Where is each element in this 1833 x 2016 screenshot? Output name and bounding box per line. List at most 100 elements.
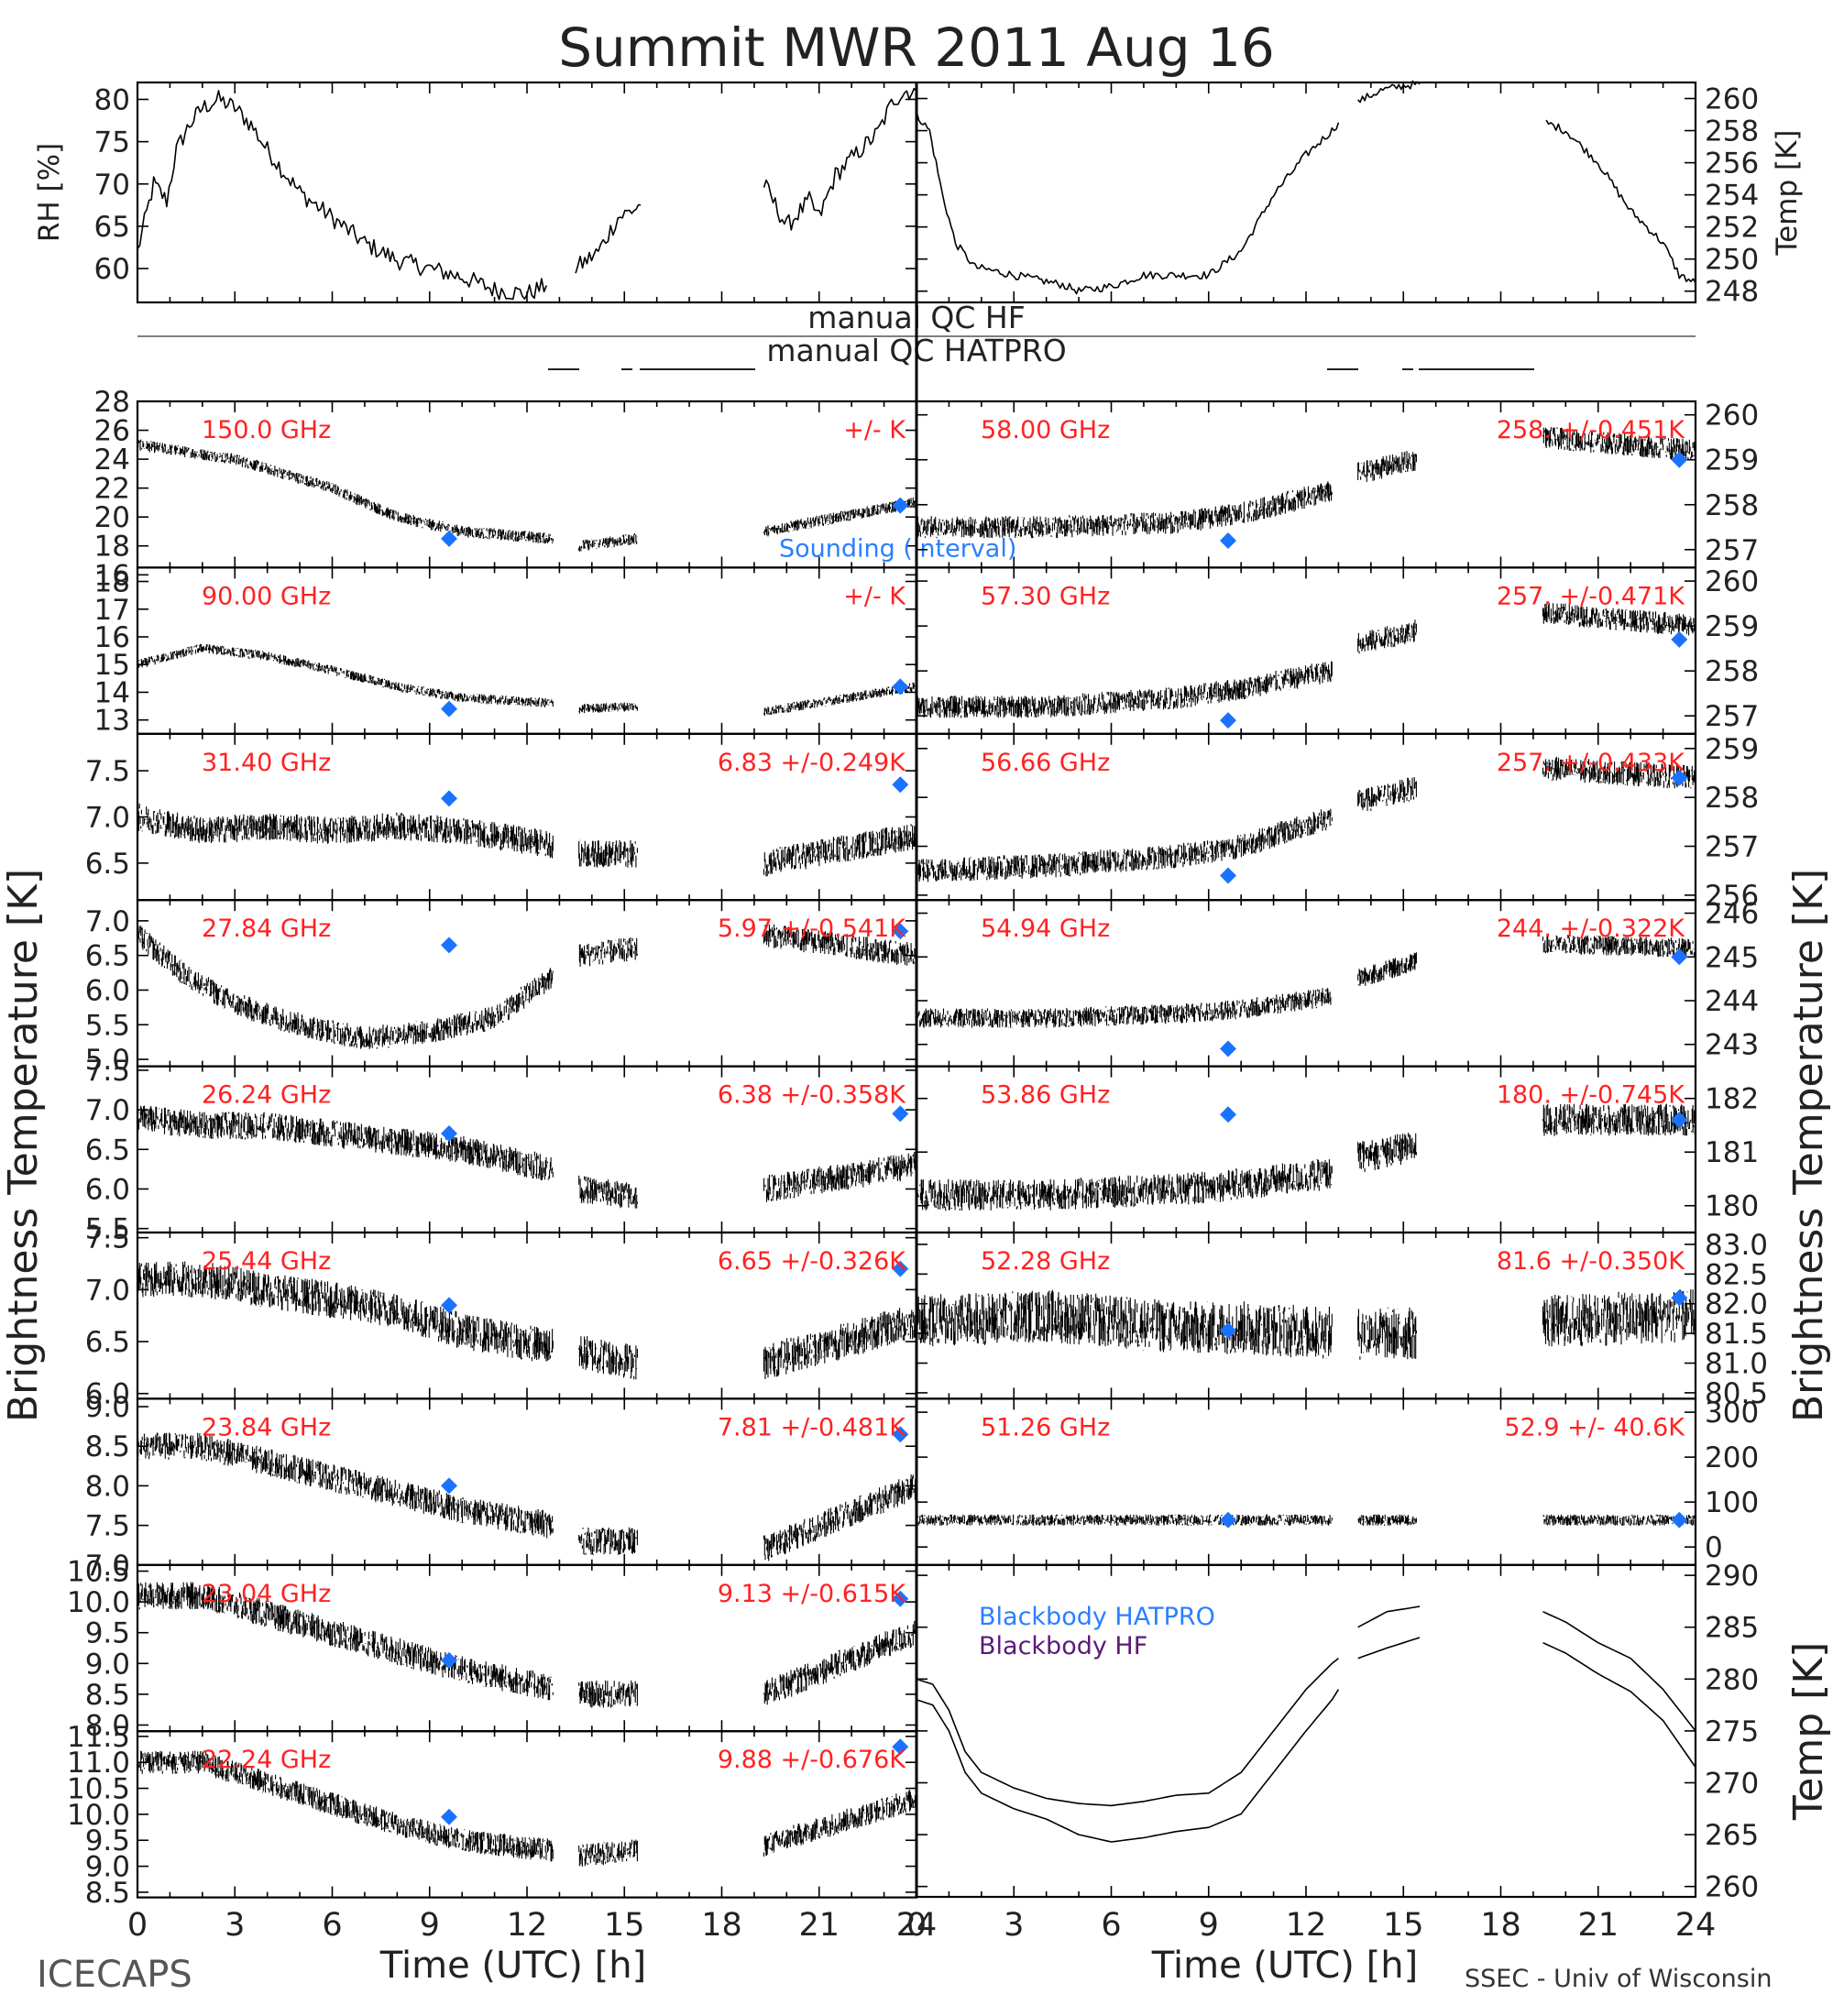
x-tick-label: 15 [604,1907,645,1944]
sounding-marker [892,776,909,794]
y-tick-label: 244 [1705,985,1759,1018]
footer-right: SSEC - Univ of Wisconsin [1465,1965,1772,1993]
blackbody-line-0 [1542,1610,1696,1732]
y-tick-label: 60 [94,253,130,286]
x-axis-title: Time (UTC) [h] [379,1945,646,1987]
y-tick-label: 65 [94,211,130,244]
y-tick-label: 265 [1705,1819,1759,1852]
y-tick-label: 11.0 [67,1747,130,1780]
tb-trace [137,924,917,1049]
x-tick-label: 15 [1383,1907,1424,1944]
blackbody-line-1 [1542,1641,1696,1768]
y-tick-label: 10.0 [67,1799,130,1832]
tb-left-panel-8: 8.59.09.510.010.511.011.5 22.24 GHz 9.88 +… [67,1721,918,1910]
stat-label: 6.83 +/-0.249K [718,749,906,777]
y-tick-label: 7.0 [85,1094,130,1127]
y-tick-label: 260 [1705,1871,1759,1904]
blackbody-line-0 [916,1658,1339,1807]
y-tick-label: 8.0 [85,1709,130,1742]
y-tick-label: 256 [1705,148,1759,181]
y-tick-label: 18 [94,531,130,564]
blackbody-panel: 260 265 270 275 280 285 290 Blackbody HATPROBla… [915,1560,1832,1904]
sounding-marker [1220,531,1236,549]
blackbody-line-1 [916,1689,1340,1843]
sounding-marker [892,1426,909,1443]
y-tick-label: 300 [1705,1397,1759,1430]
y-tick-label: 26 [94,415,130,448]
y-tick-label: 258 [1705,115,1759,148]
temp-trace [1357,80,1421,104]
y-tick-label: 252 [1705,212,1759,245]
y-tick-label: 7.0 [85,1274,130,1307]
tb-trace [916,1514,1696,1526]
frequency-label: 150.0 GHz [202,416,331,444]
tb-left-panel-6: 7.0 7.5 8.0 8.5 9.0 23.84 GHz 7.81 +/-0.481K [85,1391,918,1583]
frequency-label: 23.84 GHz [202,1413,331,1441]
tb-right-panel-5: 80.581.081.582.082.583.0 52.28 GHz 81.6 +/… [915,1229,1768,1410]
sounding-marker [1220,867,1236,884]
tb-trace [916,934,1696,1028]
y-tick-label: 257 [1705,831,1759,864]
sounding-marker [1220,1321,1236,1339]
frequency-label: 58.00 GHz [981,416,1110,444]
sounding-marker [1671,451,1688,468]
y-tick-label: 15 [94,649,130,682]
y-tick-label: 200 [1705,1441,1759,1474]
stat-label: 257. +/-0.471K [1497,582,1685,610]
temp-trace [1545,119,1696,284]
y-tick-label: 7.0 [85,802,130,835]
blackbody-line-1 [1357,1637,1421,1660]
tb-left-panel-3: 5.05.56.06.57.0 27.84 GHz 5.97 +/-0.541K [85,899,918,1077]
tb-right-panel-6: 0 100 200 300 51.26 GHz 52.9 +/- 40.6K [915,1397,1759,1566]
y-tick-label: 16 [94,559,130,592]
x-tick-label: 18 [701,1907,742,1944]
tb-left-panel-4: 5.5 6.0 6.5 7.0 7.5 26.24 GHz 6.38 +/-0.358K [85,1055,918,1246]
y-tick-label: 258 [1705,489,1759,522]
sounding-marker [892,1105,909,1123]
y-tick-label: 9.0 [85,1648,130,1681]
y-tick-label: 8.5 [85,1430,130,1463]
stat-label: 257. +/-0.433K [1497,749,1685,777]
sounding-marker [1671,1112,1688,1129]
tb-trace [916,602,1696,718]
y-tick-label: 8.5 [85,1679,130,1712]
y-tick-label: 5.0 [85,1044,130,1077]
x-tick-label: 12 [1286,1907,1327,1944]
tb-trace [137,643,917,717]
stat-label: 7.81 +/-0.481K [718,1413,906,1441]
tb-trace [916,1289,1696,1360]
sounding-marker [892,1260,909,1277]
stat-label: +/- K [843,416,906,444]
y-tick-label: 246 [1705,898,1759,931]
y-tick-label: 6.5 [85,1134,130,1167]
sounding-marker [1671,1511,1688,1528]
y-tick-label: 248 [1705,276,1759,309]
y-tick-label: 9.0 [85,1851,130,1884]
y-axis-title-left: Brightness Temperature [K] [0,869,47,1422]
stat-label: +/- K [843,582,906,610]
x-axis-title: Time (UTC) [h] [1151,1945,1418,1987]
rh-trace [137,90,548,301]
y-tick-label: 16 [94,621,130,654]
x-tick-label: 6 [322,1907,342,1944]
page-title: Summit MWR 2011 Aug 16 [558,16,1275,79]
stat-label: 244. +/-0.322K [1497,915,1685,943]
sounding-marker [892,923,909,940]
y-tick-label: 6.5 [85,848,130,881]
y-tick-label: 6.0 [85,1173,130,1206]
x-tick-label: 0 [127,1907,148,1944]
sounding-marker [1220,712,1236,729]
y-tick-label: 9.0 [85,1391,130,1424]
y-tick-label: 6.0 [85,1378,130,1411]
y-tick-label: 245 [1705,941,1759,974]
tb-right-panel-2: 256 257 258 259 56.66 GHz 257. +/-0.433K [915,732,1759,913]
tb-trace [137,1105,917,1209]
y-tick-label: 18 [94,566,130,599]
y-tick-label: 9.5 [85,1617,130,1650]
x-tick-label: 3 [225,1907,245,1944]
x-tick-label: 21 [798,1907,840,1944]
